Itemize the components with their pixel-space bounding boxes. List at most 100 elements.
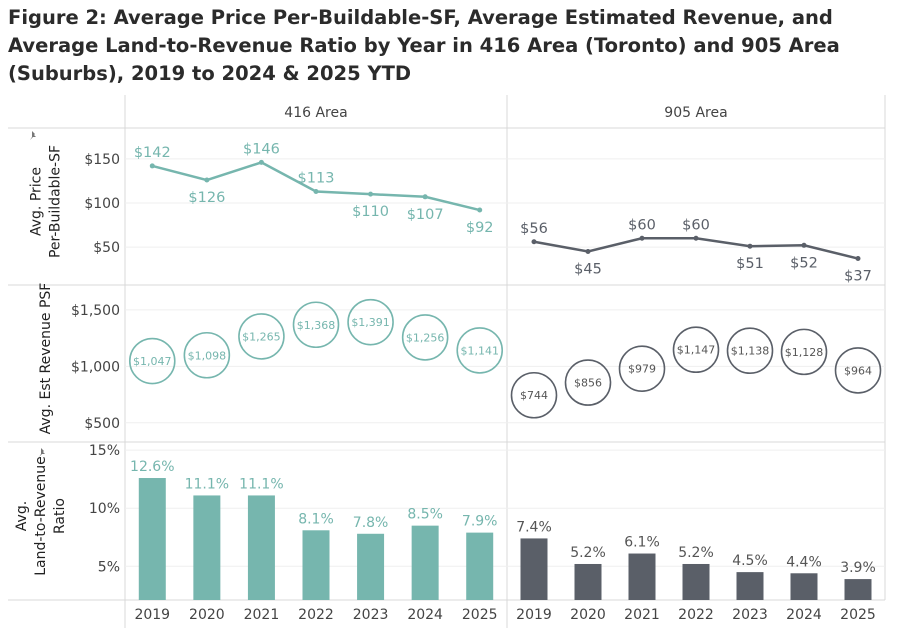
line-point <box>801 242 807 248</box>
x-tick-label: 2020 <box>570 607 606 623</box>
data-label: $60 <box>682 217 710 233</box>
bubble-mark <box>618 345 666 392</box>
data-label: 12.6% <box>130 459 174 475</box>
x-tick-label: 2023 <box>353 607 389 623</box>
line-point <box>422 194 428 200</box>
data-label: 5.2% <box>570 545 606 561</box>
pin-icon <box>30 131 36 140</box>
line-point <box>204 177 210 183</box>
data-label: $113 <box>298 171 335 187</box>
bar-mark <box>411 525 439 600</box>
bubble-mark <box>347 298 394 346</box>
bubble-mark <box>401 314 449 361</box>
bubble-mark <box>456 327 504 374</box>
x-tick-label: 2025 <box>840 607 876 623</box>
data-label: $92 <box>466 220 494 236</box>
data-label: $744 <box>520 389 548 402</box>
data-label: $1,368 <box>297 319 336 332</box>
x-tick-label: 2019 <box>134 607 170 623</box>
data-label: $1,147 <box>677 344 716 357</box>
data-label: $1,141 <box>460 344 499 357</box>
data-label: 7.9% <box>462 514 498 530</box>
data-label: $1,138 <box>731 345 770 358</box>
bubble-mark <box>128 337 176 385</box>
bubble-mark <box>183 331 231 379</box>
line-point <box>585 248 591 254</box>
panel-header-416: 416 Area <box>284 105 347 121</box>
line-point <box>855 256 861 262</box>
line-point <box>149 163 155 169</box>
y-tick-label: $50 <box>93 240 120 256</box>
bar-mark <box>790 573 818 600</box>
bar-mark <box>628 553 656 600</box>
data-label: 11.1% <box>239 476 283 492</box>
x-tick-label: 2021 <box>244 607 280 623</box>
bar-mark <box>302 530 330 600</box>
data-label: $126 <box>188 190 225 206</box>
bubble-mark <box>238 313 285 360</box>
y-axis-label: Land-to-Revenue <box>33 456 49 576</box>
data-label: $856 <box>574 377 602 390</box>
data-label: $45 <box>574 261 602 277</box>
bubble-mark <box>292 301 340 349</box>
y-tick-label: $1,500 <box>71 303 120 319</box>
bar-mark <box>357 533 385 600</box>
data-label: $1,256 <box>406 331 445 344</box>
data-label: $142 <box>134 145 171 161</box>
y-axis-label: Avg. <box>14 501 30 531</box>
line-point <box>747 243 753 249</box>
x-tick-label: 2023 <box>732 607 768 623</box>
x-tick-label: 2024 <box>786 607 822 623</box>
x-tick-label: 2024 <box>407 607 443 623</box>
data-label: 5.2% <box>678 545 714 561</box>
y-tick-label: 15% <box>89 443 120 459</box>
line-point <box>313 189 319 195</box>
y-tick-label: $500 <box>84 416 120 432</box>
x-tick-label: 2022 <box>678 607 714 623</box>
bar-mark <box>520 538 548 600</box>
data-label: $107 <box>407 207 444 223</box>
bubble-mark <box>780 328 828 376</box>
bar-mark <box>247 495 275 600</box>
panel-header-905: 905 Area <box>664 105 727 121</box>
x-tick-label: 2021 <box>624 607 660 623</box>
data-label: $56 <box>520 221 548 237</box>
x-tick-label: 2022 <box>298 607 334 623</box>
data-label: $1,098 <box>188 349 227 362</box>
data-label: 7.4% <box>516 519 552 535</box>
bubble-mark <box>564 359 612 406</box>
bar-mark <box>844 579 872 600</box>
y-tick-label: 5% <box>98 559 120 575</box>
y-axis-label: Per-Buildable-SF <box>48 145 64 258</box>
data-label: $1,265 <box>242 330 281 343</box>
data-label: $1,047 <box>133 355 172 368</box>
line-point <box>258 159 264 165</box>
chart-title: Figure 2: Average Price Per-Buildable-SF… <box>8 6 840 85</box>
data-label: $37 <box>844 269 872 285</box>
y-axis-label: Avg. Price <box>29 167 45 236</box>
data-label: 4.4% <box>786 554 822 570</box>
line-point <box>531 239 537 245</box>
y-tick-label: $100 <box>84 196 120 212</box>
y-axis-label: Avg. Est Revenue PSF <box>38 283 54 435</box>
data-label: $60 <box>628 217 656 233</box>
pin-icon <box>39 448 45 457</box>
x-tick-label: 2019 <box>516 607 552 623</box>
data-label: $146 <box>243 141 280 157</box>
bar-mark <box>138 478 166 600</box>
bubble-mark <box>510 371 558 419</box>
bubble-mark <box>834 347 882 394</box>
line-point <box>693 235 699 241</box>
data-label: $979 <box>628 363 656 376</box>
line-point <box>639 235 645 241</box>
bar-mark <box>574 563 602 600</box>
data-label: $1,128 <box>785 346 824 359</box>
bar-mark <box>736 572 764 600</box>
bar-mark <box>193 495 221 600</box>
x-tick-label: 2020 <box>189 607 225 623</box>
data-label: 7.8% <box>353 515 389 531</box>
bar-mark <box>682 563 710 600</box>
y-tick-label: $150 <box>84 152 120 168</box>
data-label: $52 <box>790 255 818 271</box>
